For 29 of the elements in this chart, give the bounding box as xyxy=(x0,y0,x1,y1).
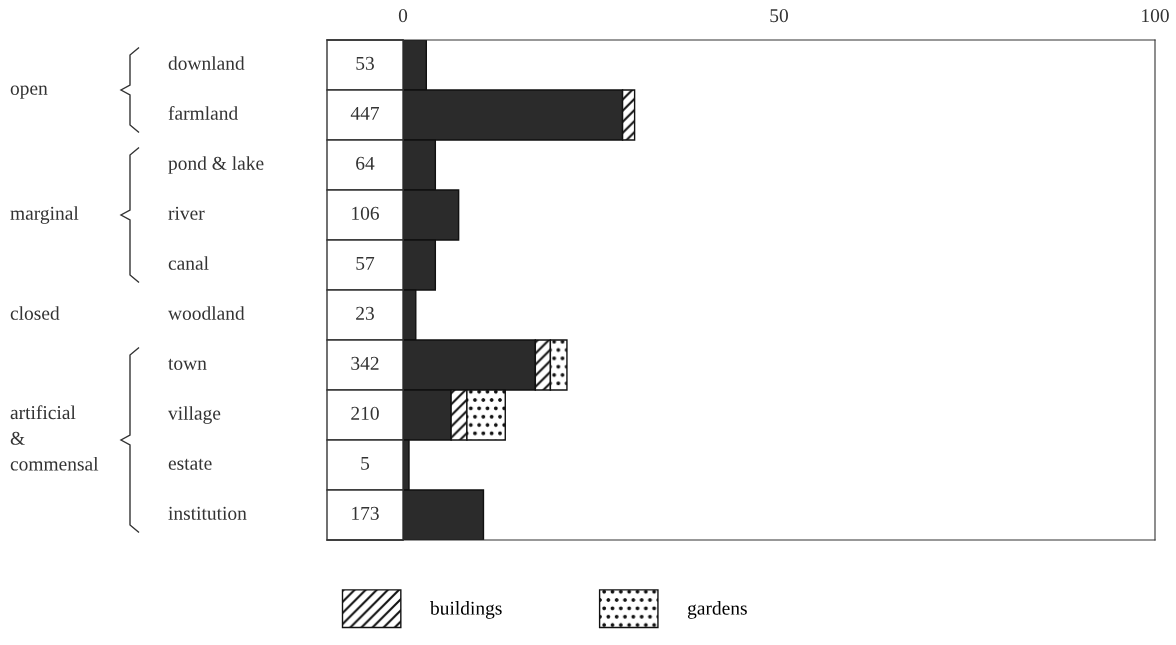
y-tick-label: institution xyxy=(168,506,247,520)
y-tick-label: farmland xyxy=(168,105,238,120)
y-tick-label: village xyxy=(168,406,221,424)
y-tick-label: town xyxy=(168,358,207,370)
text: 5 xyxy=(361,456,370,470)
text: 57 xyxy=(356,256,375,270)
text: 64 xyxy=(356,156,375,170)
text: 23 xyxy=(356,306,374,320)
text: artificial & commensal xyxy=(10,405,99,471)
text: open xyxy=(10,85,48,99)
text: 342 xyxy=(351,356,379,370)
y-tick-label: downland xyxy=(168,56,245,70)
y-tick-label: canal xyxy=(168,256,209,270)
y-tick-label: river xyxy=(168,206,205,220)
x-tick-label: 50 xyxy=(770,9,788,23)
x-tick-label: 0 xyxy=(398,9,408,23)
y-tick-label: estate xyxy=(168,458,212,470)
legend-label: buildings xyxy=(430,601,502,619)
text: marginal xyxy=(10,206,79,224)
y-tick-label: pond & lake xyxy=(168,156,264,174)
text: closed xyxy=(10,306,60,320)
text: 106 xyxy=(352,206,379,220)
text: 210 xyxy=(351,406,379,420)
text: 447 xyxy=(350,106,380,120)
text: 173 xyxy=(352,506,379,520)
y-tick-label: woodland xyxy=(168,306,245,320)
legend-label: gardens xyxy=(687,601,747,619)
x-tick-label: 100 xyxy=(1142,9,1169,23)
text: 53 xyxy=(356,56,374,70)
